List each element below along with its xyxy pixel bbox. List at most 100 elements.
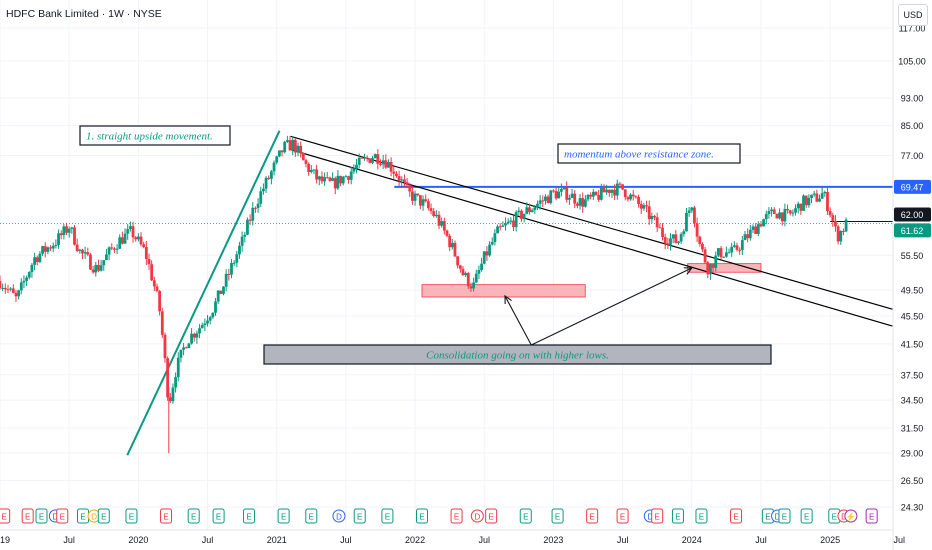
candle-body bbox=[732, 245, 736, 247]
time-axis: 2019 Jul 2020 Jul 2021 Jul 2022 Jul 2023 Jul 2024 J… bbox=[0, 529, 905, 545]
candle-body bbox=[291, 139, 295, 151]
price-axis: 117.00 105.00 93.00 85.00 77.00 55.50 49.50 45.… bbox=[892, 0, 932, 550]
candle-body bbox=[262, 188, 265, 192]
candle-body bbox=[562, 187, 566, 189]
candle-body bbox=[674, 234, 678, 243]
candle-body bbox=[19, 282, 23, 291]
candle-body bbox=[746, 234, 750, 239]
candle-body bbox=[480, 263, 483, 270]
candle-body bbox=[818, 198, 821, 202]
annotations-layer: 1. straight upside movement. momentum abo… bbox=[79, 125, 772, 365]
candle-body bbox=[142, 244, 146, 247]
candle-body bbox=[775, 213, 779, 219]
candle-body bbox=[804, 195, 808, 206]
candle-body bbox=[248, 219, 252, 221]
candle-body bbox=[788, 210, 792, 214]
candle-body bbox=[158, 291, 162, 312]
candle-body bbox=[272, 162, 276, 172]
candle-body bbox=[685, 212, 688, 232]
time-tick-label: 2024 bbox=[682, 535, 702, 545]
candle-body bbox=[517, 210, 521, 213]
candle-body bbox=[575, 203, 579, 206]
candle-body bbox=[411, 191, 414, 201]
candle-body bbox=[589, 194, 593, 197]
candle-body bbox=[22, 280, 26, 283]
candle-body bbox=[392, 171, 396, 174]
candle-body bbox=[67, 228, 71, 233]
candle-body bbox=[759, 224, 763, 227]
candle-body bbox=[839, 230, 843, 242]
candle-body bbox=[224, 273, 228, 287]
event-marker-label: E bbox=[309, 513, 314, 522]
time-tick-label: 2021 bbox=[267, 535, 287, 545]
currency-button[interactable]: USD bbox=[898, 4, 928, 26]
candle-body bbox=[147, 258, 151, 265]
earnings-marker-icon bbox=[586, 508, 599, 524]
time-tick-label: 2023 bbox=[543, 535, 563, 545]
symbol-title[interactable]: HDFC Bank Limited · 1W · NYSE bbox=[6, 8, 162, 20]
price-tick-label: 26.50 bbox=[901, 476, 924, 486]
candle-body bbox=[474, 273, 478, 283]
candle-body bbox=[815, 193, 819, 202]
candle-body bbox=[9, 288, 13, 290]
candle-body bbox=[469, 286, 473, 289]
candle-body bbox=[520, 210, 523, 219]
candle-body bbox=[347, 176, 350, 180]
price-axis-bg bbox=[893, 0, 932, 550]
time-tick-label: Jul bbox=[340, 535, 352, 545]
candle-body bbox=[586, 194, 590, 200]
grid-layer bbox=[0, 0, 900, 530]
arrow-to-zone-1-head bbox=[504, 294, 512, 305]
earnings-marker-icon bbox=[671, 508, 684, 524]
candle-body bbox=[727, 252, 731, 254]
candle-body bbox=[360, 157, 364, 159]
candle-body bbox=[655, 217, 659, 228]
candle-body bbox=[552, 190, 555, 192]
candle-body bbox=[812, 193, 816, 195]
candle-body bbox=[355, 164, 358, 169]
candle-body bbox=[663, 237, 667, 244]
candle-body bbox=[429, 208, 433, 212]
candle-body bbox=[701, 243, 704, 250]
earnings-marker-icon bbox=[0, 508, 11, 524]
price-tick-label: 37.50 bbox=[901, 370, 924, 380]
candle-body bbox=[706, 262, 710, 275]
candle-body bbox=[682, 231, 686, 235]
candle-body bbox=[198, 328, 201, 334]
candle-body bbox=[836, 226, 840, 242]
candle-body bbox=[610, 189, 614, 193]
candle-body bbox=[110, 247, 114, 249]
candle-body bbox=[615, 183, 619, 196]
candle-body bbox=[166, 358, 170, 398]
candle-body bbox=[591, 191, 595, 197]
candle-body bbox=[754, 226, 758, 234]
event-marker-label: E bbox=[163, 513, 168, 522]
candle-body bbox=[605, 189, 609, 193]
candle-body bbox=[541, 200, 545, 202]
dividend-marker-icon bbox=[332, 509, 346, 523]
candle-body bbox=[565, 187, 569, 200]
candle-body bbox=[666, 243, 670, 245]
event-marker-label: E bbox=[357, 513, 362, 522]
candle-body bbox=[307, 163, 311, 173]
candle-body bbox=[312, 169, 316, 171]
candle-body bbox=[525, 207, 529, 214]
candle-body bbox=[25, 277, 29, 281]
price-tick-label: 41.50 bbox=[901, 339, 924, 349]
candle-body bbox=[232, 262, 236, 264]
candle-body bbox=[671, 234, 675, 239]
price-tick-label: 45.50 bbox=[901, 311, 924, 321]
candle-body bbox=[376, 154, 380, 164]
candle-body bbox=[339, 175, 342, 184]
candle-body bbox=[136, 236, 140, 240]
candle-body bbox=[756, 224, 760, 234]
candle-body bbox=[102, 260, 106, 266]
candle-body bbox=[621, 184, 625, 190]
candle-body bbox=[83, 252, 87, 254]
candle-body bbox=[424, 199, 428, 202]
candle-body bbox=[807, 197, 811, 206]
candle-body bbox=[230, 263, 233, 275]
candle-body bbox=[405, 182, 409, 186]
candle-body bbox=[498, 226, 502, 228]
